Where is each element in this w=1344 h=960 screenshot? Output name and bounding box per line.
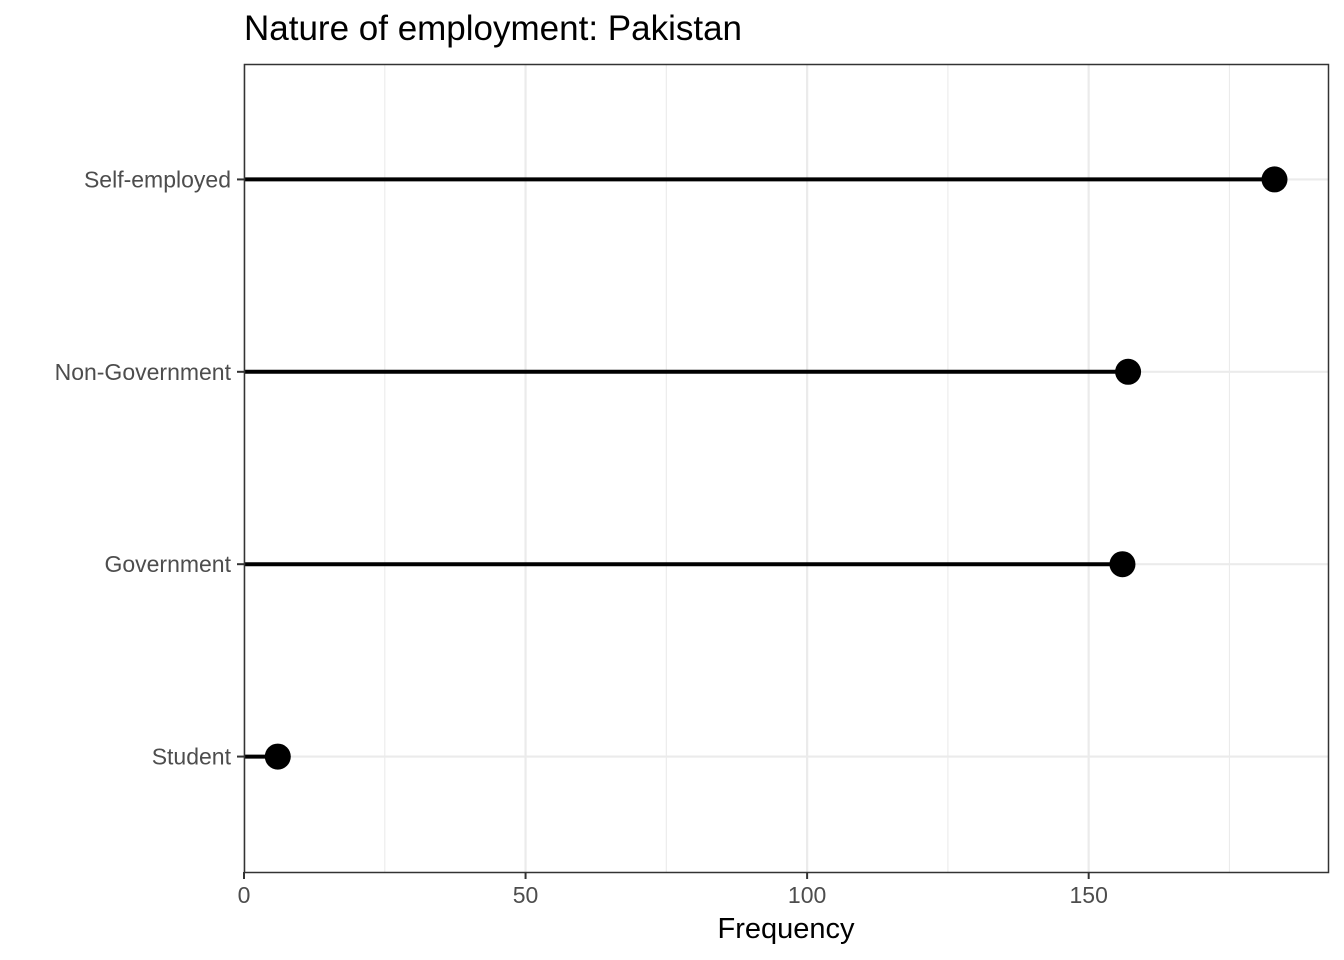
x-tick-label: 50 — [513, 882, 539, 908]
y-tick-label: Non-Government — [55, 359, 232, 385]
lollipop-dot — [1115, 358, 1142, 385]
x-tick-label: 150 — [1069, 882, 1107, 908]
x-axis-title: Frequency — [717, 913, 855, 945]
y-axis: Student Government Non-Government Self-empl… — [55, 166, 244, 770]
plot-panel-border — [243, 63, 1330, 874]
lollipop-dot — [264, 743, 291, 770]
y-tick-label: Government — [104, 551, 231, 577]
lollipop-stems — [244, 177, 1275, 759]
x-axis: 0 50 100 150 — [238, 872, 1108, 908]
x-tick-label: 0 — [238, 882, 251, 908]
lollipop-dots — [264, 166, 1288, 770]
lollipop-dot — [1261, 166, 1288, 193]
grid-lines — [242, 64, 1328, 872]
chart-title: Nature of employment: Pakistan — [244, 9, 742, 48]
y-tick-label: Self-employed — [84, 166, 231, 192]
x-tick-label: 100 — [788, 882, 826, 908]
lollipop-dot — [1109, 551, 1136, 578]
y-tick-label: Student — [152, 744, 232, 770]
